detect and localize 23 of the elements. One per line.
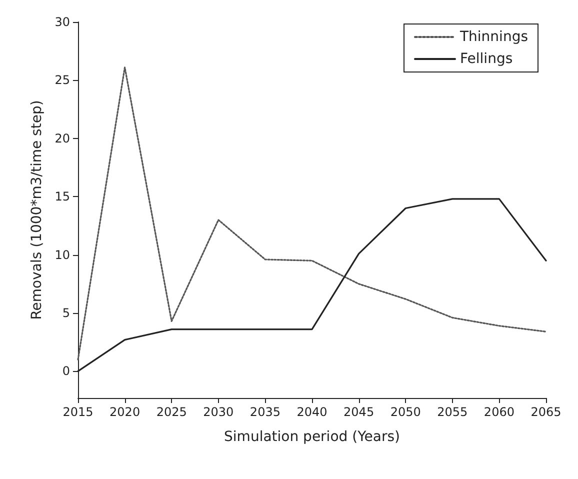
x-tick-label: 2065	[530, 405, 562, 419]
x-tick-label: 2050	[390, 405, 421, 419]
x-tick-label: 2045	[344, 405, 374, 419]
x-tick-label: 2025	[156, 405, 187, 419]
y-tick-label: 25	[54, 73, 70, 88]
x-tick-label: 2060	[484, 405, 514, 419]
y-tick-label: 15	[54, 190, 70, 204]
legend-label: Thinnings	[458, 29, 528, 45]
legend-label: Fellings	[460, 51, 513, 67]
y-tick-label: 30	[54, 15, 70, 29]
x-tick-label: 2035	[250, 405, 280, 419]
y-axis-title: Removals (1000*m3/time step)	[28, 100, 45, 320]
x-tick-label: 2055	[437, 405, 468, 419]
line-series	[77, 66, 547, 360]
y-tick-label: 0	[62, 364, 70, 378]
x-tick-label: 2020	[110, 405, 140, 419]
x-tick-label: 2040	[296, 405, 328, 419]
y-tick-label: 5	[62, 306, 70, 320]
x-tick-label: 2015	[62, 405, 94, 419]
y-tick-label: 20	[54, 131, 70, 146]
y-tick-label: 10	[54, 248, 70, 262]
x-tick-label: 2030	[203, 405, 234, 419]
x-axis-title: Simulation period (Years)	[224, 429, 400, 445]
